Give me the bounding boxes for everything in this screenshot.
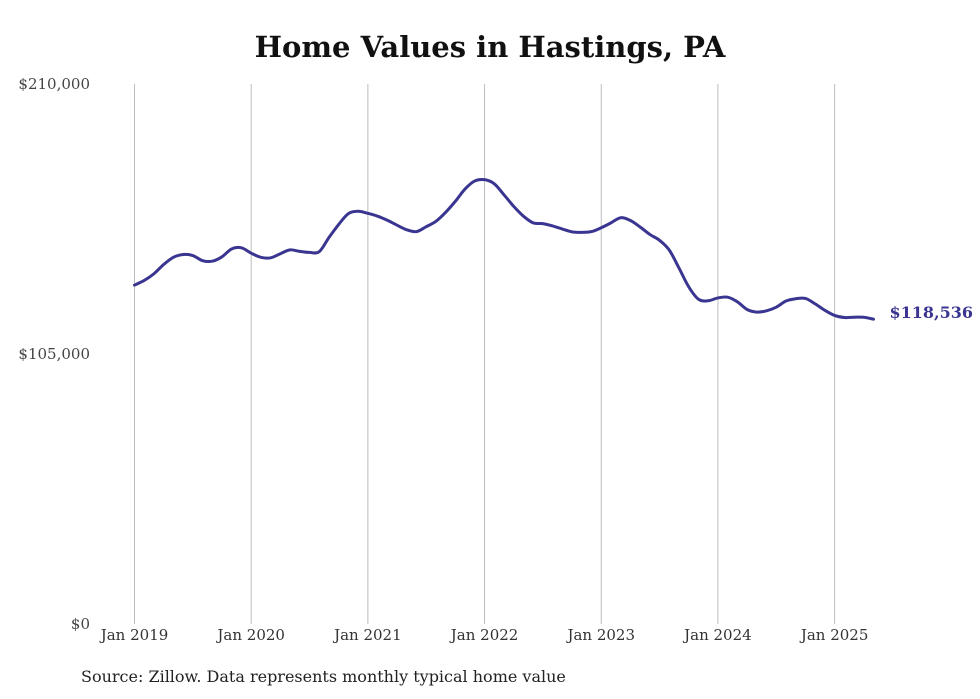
source-note: Source: Zillow. Data represents monthly … — [81, 667, 566, 686]
y-tick-label-0: $0 — [71, 615, 90, 633]
x-tick-label-2020-01: Jan 2020 — [215, 626, 285, 644]
chart-title: Home Values in Hastings, PA — [254, 30, 726, 64]
end-value-label: $118,536 — [890, 303, 974, 322]
x-tick-label-2021-01: Jan 2021 — [332, 626, 402, 644]
x-axis-ticks: Jan 2019 Jan 2020 Jan 2021 Jan 2022 Jan 2023… — [99, 626, 869, 644]
x-tick-label-2022-01: Jan 2022 — [449, 626, 519, 644]
y-tick-label-210000: $210,000 — [18, 75, 90, 93]
x-tick-label-2019-01: Jan 2019 — [99, 626, 169, 644]
x-tick-label-2025-01: Jan 2025 — [799, 626, 869, 644]
x-tick-label-2024-01: Jan 2024 — [682, 626, 752, 644]
y-axis-ticks: $0 $105,000 $210,000 — [18, 75, 90, 633]
x-tick-label-2023-01: Jan 2023 — [565, 626, 635, 644]
y-tick-label-105000: $105,000 — [18, 345, 90, 363]
series-line-home-value — [133, 177, 875, 321]
vertical-gridlines — [134, 84, 836, 624]
